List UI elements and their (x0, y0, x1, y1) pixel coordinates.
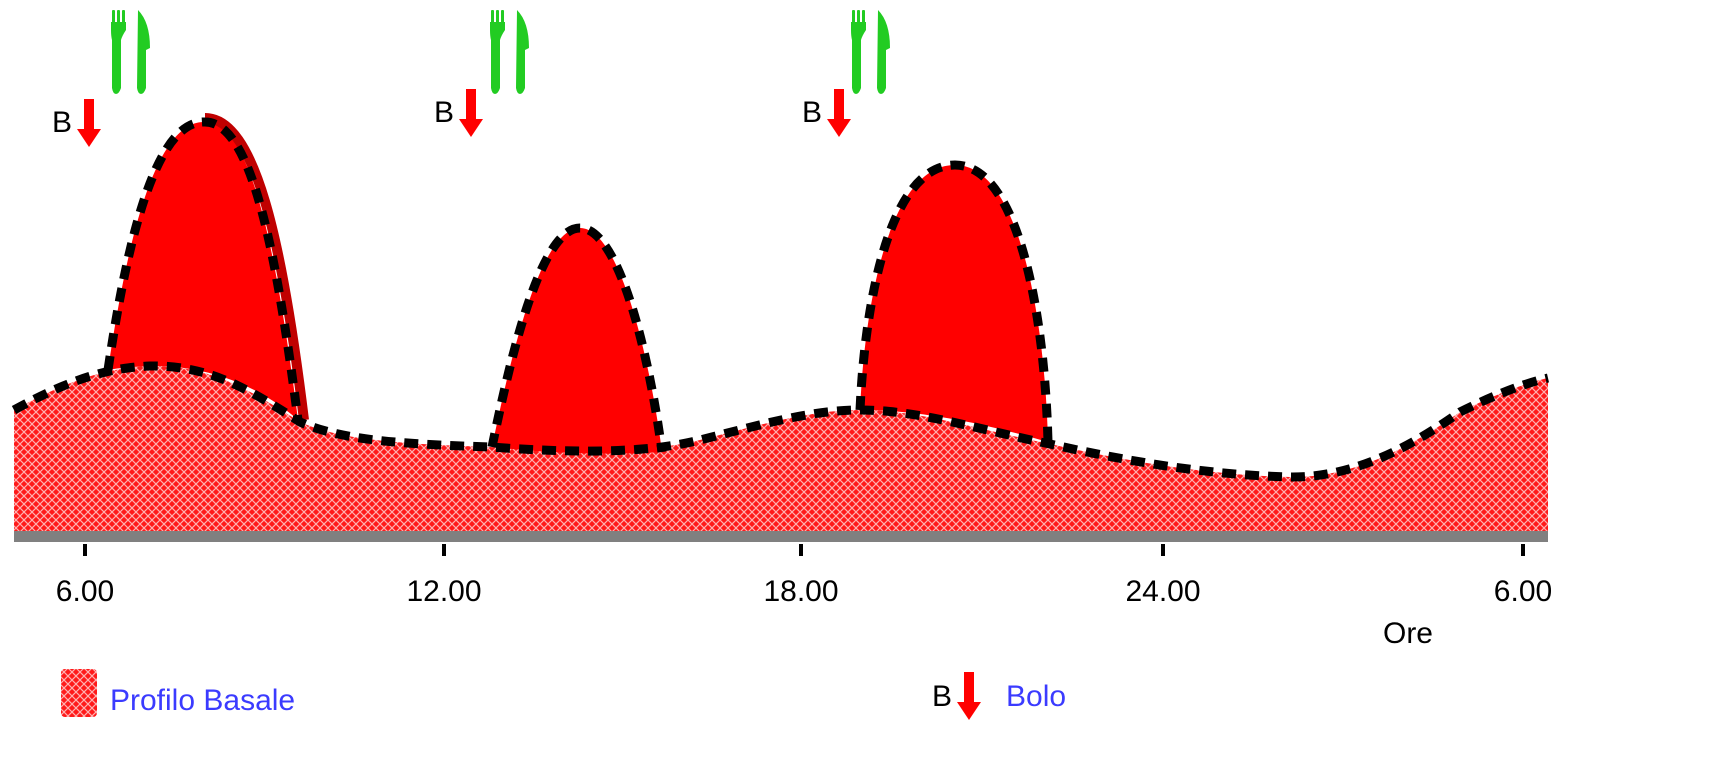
bolus-letter: B (802, 96, 822, 129)
bolus-peak-lunch (492, 228, 662, 454)
legend-bolus: B Bolo (932, 672, 1066, 720)
axis-ticks (83, 544, 1525, 556)
legend-bolus-letter: B (932, 680, 952, 713)
red-down-arrow-icon (459, 89, 483, 137)
legend-basal-label: Profilo Basale (110, 684, 295, 717)
bolus-letter: B (434, 96, 454, 129)
bolus-letter: B (52, 106, 72, 139)
bolus-peak-breakfast (108, 121, 298, 420)
crosshatch-red-swatch-icon (61, 669, 97, 717)
bolus-peak-dinner (860, 165, 1048, 442)
bolus-marker: B (434, 89, 483, 137)
fork-knife-icon (111, 10, 150, 94)
axis-unit-label: Ore (1383, 617, 1433, 650)
red-down-arrow-icon (957, 672, 981, 720)
tick-label-12: 12.00 (406, 575, 481, 608)
dashed-outline (11, 117, 1549, 482)
basal-profile-area (14, 365, 1548, 532)
bolus-marker: B (52, 99, 101, 147)
red-down-arrow-icon (77, 99, 101, 147)
red-down-arrow-icon (827, 89, 851, 137)
legend-basal: Profilo Basale (61, 669, 295, 717)
tick-label-18: 18.00 (763, 575, 838, 608)
time-axis-baseline (14, 531, 1548, 542)
legend-bolus-label: Bolo (1006, 680, 1066, 713)
tick-label-6-next: 6.00 (1494, 575, 1552, 608)
tick-label-6: 6.00 (56, 575, 114, 608)
fork-knife-icon (490, 10, 529, 94)
tick-label-24: 24.00 (1125, 575, 1200, 608)
bolus-marker: B (802, 89, 851, 137)
fork-knife-icon (851, 10, 890, 94)
